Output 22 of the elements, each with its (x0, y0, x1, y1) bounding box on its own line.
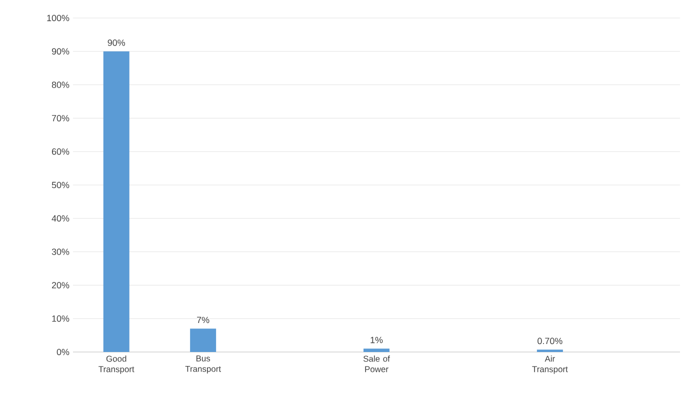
x-tick-label: Bus Transport (185, 356, 221, 374)
data-label: 1% (370, 336, 383, 344)
y-tick-label: 70% (52, 115, 70, 122)
data-label: 0.70% (538, 338, 562, 344)
y-tick-label: 10% (52, 315, 70, 322)
y-tick-label: 40% (52, 215, 70, 222)
y-tick-label: 90% (52, 48, 70, 55)
data-label: 90% (108, 40, 126, 46)
bar (103, 51, 130, 352)
y-tick-label: 30% (52, 248, 70, 255)
bar (364, 348, 390, 352)
y-tick-label: 0% (56, 348, 70, 356)
y-tick-label: 100% (47, 14, 70, 22)
x-tick-label: Good Transport (98, 356, 134, 374)
x-tick-label: Sale of Power (363, 356, 390, 372)
y-tick-label: 80% (52, 82, 70, 88)
bar (190, 328, 216, 352)
y-tick-label: 20% (52, 282, 70, 288)
data-label: 7% (197, 316, 210, 324)
y-tick-label: 50% (52, 182, 70, 188)
x-tick-label: Air Transport (532, 356, 568, 374)
y-tick-label: 60% (52, 148, 70, 155)
